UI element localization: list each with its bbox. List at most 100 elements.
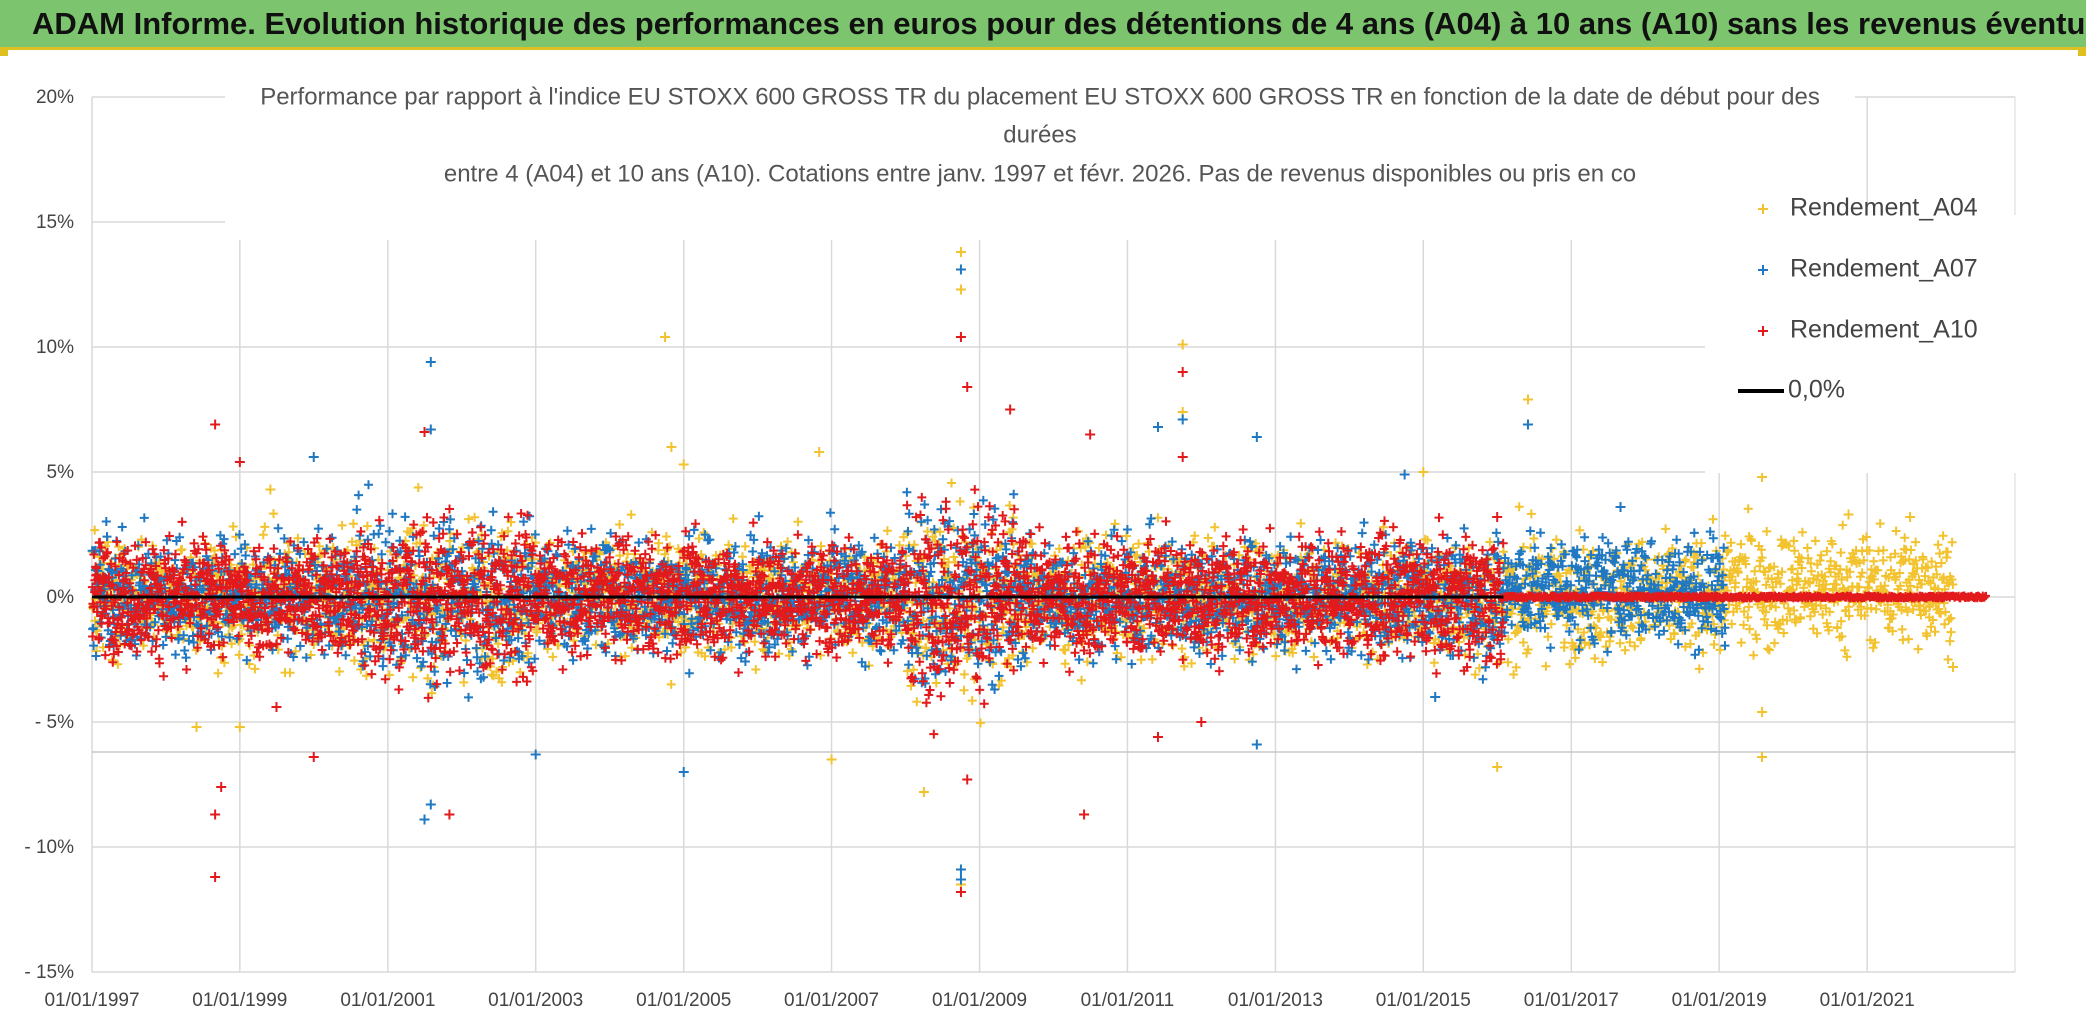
data-point (210, 872, 221, 882)
data-point (955, 284, 966, 295)
data-point (1418, 467, 1429, 477)
x-tick-label: 01/01/2013 (1228, 990, 1323, 1011)
chart-title-group: Performance par rapport à l'indice EU ST… (225, 80, 1855, 240)
y-tick-label: 15% (36, 212, 74, 233)
series-rendement_a10 (87, 332, 1508, 897)
y-tick-label: 0% (47, 587, 75, 608)
data-point (1843, 509, 1854, 520)
legend-marker-rendement_a04 (1758, 204, 1768, 214)
data-point (265, 484, 276, 495)
legend-label-zero-line: 0,0% (1788, 376, 1845, 404)
series-rendement_a10-cloud (87, 485, 1508, 739)
data-point (1615, 502, 1626, 512)
data-point (210, 419, 221, 430)
data-point (955, 264, 966, 275)
data-point (1079, 809, 1090, 820)
data-point (666, 442, 677, 452)
data-point (530, 749, 541, 760)
data-point (425, 424, 436, 435)
data-point (1177, 339, 1188, 350)
x-tick-label: 01/01/2001 (340, 990, 435, 1011)
legend-label-a07: Rendement_A07 (1790, 255, 1978, 283)
data-point (955, 247, 966, 257)
data-point (1757, 472, 1768, 482)
chart-title-background (225, 80, 1855, 240)
legend-marker-rendement_a10 (1758, 326, 1768, 336)
x-tick-label: 01/01/2015 (1376, 990, 1471, 1011)
legend: Rendement_A04 Rendement_A07 Rendement_A1… (1705, 194, 2020, 473)
data-point (1085, 429, 1096, 440)
data-point (1430, 692, 1441, 702)
legend-background (1705, 215, 2020, 473)
data-point (814, 447, 825, 457)
data-point (918, 787, 929, 797)
series-layer (87, 222, 1990, 897)
legend-marker-rendement_a07 (1758, 265, 1768, 275)
data-point (678, 767, 689, 777)
data-point (1005, 404, 1016, 415)
data-point (419, 814, 430, 825)
y-tick-label: - 15% (24, 962, 74, 983)
data-point (308, 452, 319, 462)
data-point (955, 874, 966, 885)
header-banner: ADAM Informe. Evolution historique des p… (0, 0, 2086, 50)
data-point (1757, 752, 1768, 762)
x-tick-label: 01/01/2017 (1524, 990, 1619, 1011)
data-point (962, 774, 973, 785)
data-point (216, 782, 227, 792)
data-point (1948, 662, 1959, 672)
data-point (1152, 732, 1163, 742)
legend-label-a04: Rendement_A04 (1790, 194, 1978, 222)
data-point (1196, 717, 1207, 727)
data-point (660, 332, 671, 342)
data-point (1905, 512, 1916, 522)
data-point (210, 809, 221, 820)
data-point (425, 357, 436, 367)
x-tick-label: 01/01/2003 (488, 990, 583, 1011)
data-point (234, 722, 245, 732)
data-point (678, 459, 689, 470)
data-point (234, 457, 245, 467)
x-tick-label: 01/01/2007 (784, 990, 879, 1011)
axis-labels: 20% 15% 10% 5% 0% - 5% - 10% - 15% 01/01/1997 01/… (24, 87, 1914, 1011)
series-rendement_a10-tail (1499, 591, 1990, 603)
data-point (425, 799, 436, 810)
data-point (1522, 419, 1533, 430)
data-point (1177, 414, 1188, 425)
data-point (1522, 394, 1533, 405)
data-point (419, 427, 430, 437)
data-point (271, 702, 282, 712)
data-point (962, 382, 973, 392)
data-point (1177, 367, 1188, 377)
x-tick-label: 01/01/2011 (1081, 990, 1175, 1011)
x-tick-label: 01/01/2021 (1820, 990, 1915, 1011)
data-point (1177, 452, 1188, 462)
data-point (826, 754, 837, 765)
data-point (1399, 469, 1410, 480)
data-point (308, 752, 319, 762)
chart-title-line-2: durées (1003, 121, 1076, 148)
data-point (1251, 432, 1262, 442)
y-tick-label: - 5% (35, 712, 74, 733)
corner-decoration-right (2078, 48, 2086, 56)
x-tick-label: 01/01/2009 (932, 990, 1027, 1011)
x-tick-label: 01/01/1999 (192, 990, 287, 1011)
x-tick-label: 01/01/1997 (44, 990, 139, 1011)
data-point (1152, 422, 1163, 432)
data-point (955, 864, 966, 875)
data-point (1492, 762, 1503, 772)
data-point (1251, 739, 1262, 750)
legend-label-a10: Rendement_A10 (1790, 316, 1978, 344)
corner-decoration-left (0, 48, 8, 56)
header-title: ADAM Informe. Evolution historique des p… (32, 5, 2086, 41)
y-tick-label: 5% (47, 462, 75, 483)
y-tick-label: 20% (36, 87, 74, 108)
data-point (955, 332, 966, 342)
x-tick-label: 01/01/2005 (636, 990, 731, 1011)
data-point (444, 809, 455, 820)
y-tick-label: 10% (36, 337, 74, 358)
series-rendement_a10-tail-marks (1499, 591, 1990, 603)
chart-title-line-1: Performance par rapport à l'indice EU ST… (260, 83, 1820, 110)
data-point (1492, 512, 1503, 522)
chart-title-line-3: entre 4 (A04) et 10 ans (A10). Cotations… (444, 160, 1636, 187)
